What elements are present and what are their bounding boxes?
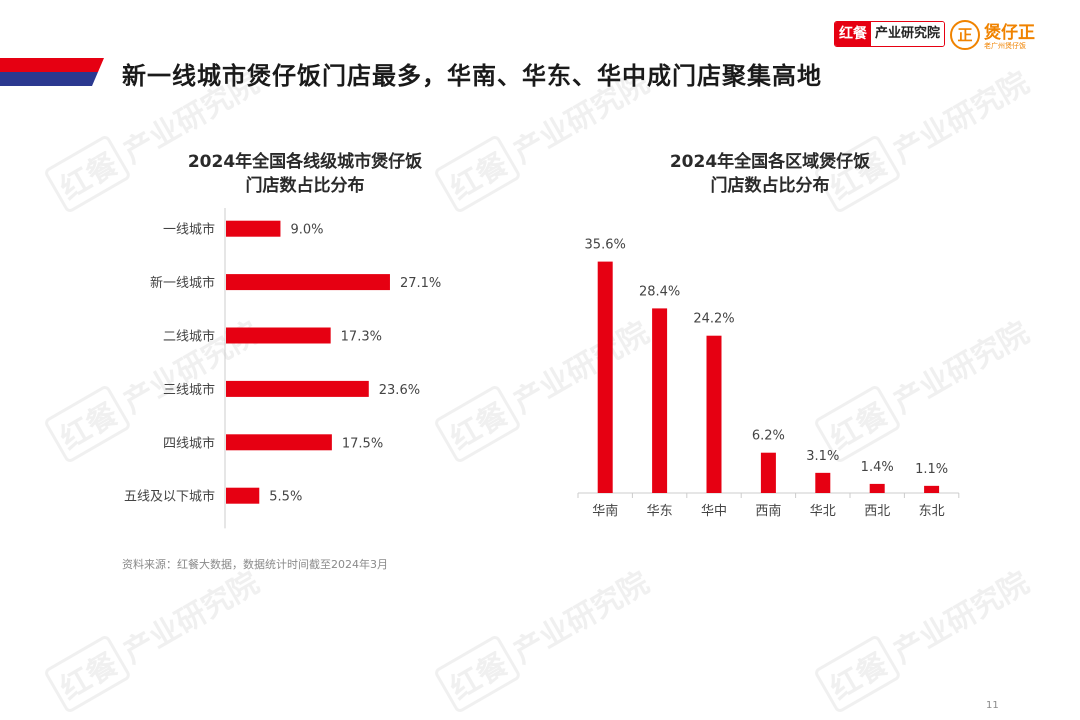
left-value-label: 23.6% — [379, 383, 420, 398]
left-category-label: 五线及以下城市 — [124, 489, 215, 505]
left-category-label: 三线城市 — [163, 382, 215, 398]
brand-logo: 正 煲仔正 老广州煲仔饭 — [950, 18, 1060, 54]
left-value-label: 5.5% — [269, 490, 302, 505]
watermark-mark: 红餐 — [812, 633, 902, 715]
watermark-text: 产业研究院 — [887, 565, 1036, 671]
right-bar — [597, 261, 613, 493]
watermark: 红餐产业研究院 — [42, 556, 267, 715]
title-stripe — [0, 58, 104, 86]
right-category-label: 华南 — [592, 503, 618, 519]
page-number: 11 — [986, 700, 999, 711]
left-category-label: 四线城市 — [163, 435, 215, 451]
right-value-label: 24.2% — [693, 312, 734, 327]
left-category-label: 新一线城市 — [150, 275, 215, 291]
brand-logo-mark: 正 — [950, 20, 980, 50]
right-category-label: 华东 — [647, 504, 673, 519]
left-value-label: 27.1% — [400, 276, 441, 291]
right-category-label: 华北 — [810, 504, 836, 519]
hongcan-logo: 红餐 产业研究院 — [834, 21, 946, 47]
right-category-label: 西北 — [864, 504, 890, 519]
right-value-label: 35.6% — [585, 238, 626, 253]
source-note: 资料来源：红餐大数据，数据统计时间截至2024年3月 — [122, 558, 388, 571]
watermark-mark: 红餐 — [432, 633, 522, 715]
right-chart-title: 2024年全国各区域煲仔饭 门店数占比分布 — [610, 150, 930, 198]
left-value-label: 17.5% — [342, 436, 383, 451]
right-chart-title-line-1: 2024年全国各区域煲仔饭 — [669, 152, 871, 172]
left-bar — [226, 434, 332, 451]
right-bar — [924, 485, 940, 493]
right-bar — [652, 308, 668, 493]
right-value-label: 3.1% — [806, 449, 839, 464]
left-bar-chart: 一线城市 9.0% 新一线城市 27.1% 二线城市 17.3% 三线城市 23.6% 四线城市… — [124, 208, 441, 529]
right-value-label: 1.1% — [915, 462, 948, 477]
right-value-label: 1.4% — [861, 460, 894, 475]
left-bar — [226, 380, 369, 397]
watermark-mark: 红餐 — [42, 633, 132, 715]
left-category-label: 一线城市 — [163, 222, 215, 238]
right-category-label: 东北 — [919, 504, 945, 519]
right-bar — [869, 483, 885, 493]
hongcan-logo-text: 产业研究院 — [871, 22, 945, 46]
brand-logo-name: 煲仔正 — [984, 23, 1035, 43]
right-bar-chart: 35.6% 华南 28.4% 华东 24.2% 华中 6.2% 西南 3.1% 华北 1.4% 西北 1… — [577, 238, 960, 519]
right-category-label: 西南 — [755, 503, 781, 519]
left-bar — [226, 220, 281, 237]
right-bar — [760, 452, 776, 493]
right-chart-title-line-2: 门店数占比分布 — [710, 176, 830, 196]
left-chart-title-line-1: 2024年全国各线级城市煲仔饭 — [187, 152, 423, 172]
right-value-label: 28.4% — [639, 284, 680, 299]
brand-logo-sub: 老广州煲仔饭 — [984, 42, 1026, 50]
left-value-label: 17.3% — [341, 330, 382, 345]
left-bar — [226, 274, 390, 291]
right-bar — [706, 335, 722, 493]
left-category-label: 二线城市 — [163, 329, 215, 345]
watermark: 红餐产业研究院 — [812, 556, 1037, 715]
left-bar — [226, 487, 260, 504]
right-category-label: 华中 — [701, 504, 727, 519]
left-chart-title: 2024年全国各线级城市煲仔饭 门店数占比分布 — [150, 150, 460, 198]
watermark: 红餐产业研究院 — [432, 556, 657, 715]
right-value-label: 6.2% — [752, 429, 785, 444]
watermark-text: 产业研究院 — [507, 565, 656, 671]
hongcan-logo-mark: 红餐 — [835, 22, 871, 46]
left-chart-title-line-2: 门店数占比分布 — [245, 176, 365, 196]
right-bar — [815, 472, 831, 493]
left-bar — [226, 327, 331, 344]
left-value-label: 9.0% — [290, 223, 323, 238]
page-title: 新一线城市煲仔饭门店最多，华南、华东、华中成门店聚集高地 — [122, 62, 822, 90]
watermark-text: 产业研究院 — [117, 565, 266, 671]
